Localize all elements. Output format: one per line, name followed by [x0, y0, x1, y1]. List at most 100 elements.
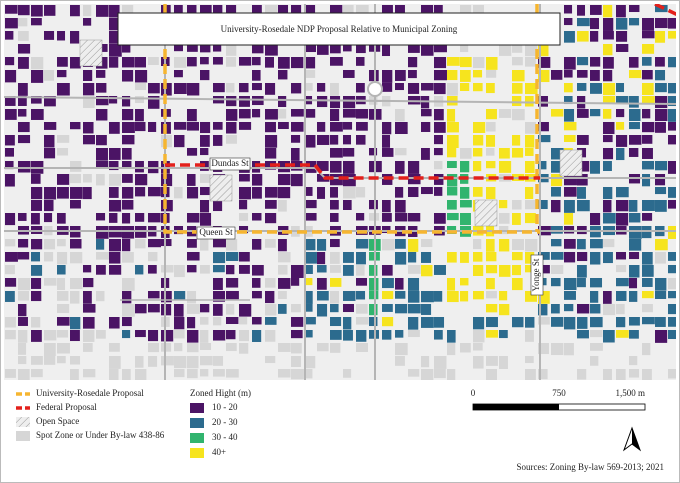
zoning-block — [317, 265, 327, 273]
zoning-block — [330, 187, 339, 198]
zoning-block — [486, 252, 497, 262]
zoning-block — [486, 83, 495, 94]
zoning-block — [356, 304, 368, 314]
zoning-block — [109, 5, 120, 18]
zoning-block — [96, 265, 106, 275]
zoning-block — [447, 122, 459, 133]
zoning-block — [96, 148, 108, 161]
zoning-block — [421, 44, 434, 56]
zoning-block — [18, 304, 27, 317]
zoning-block — [135, 174, 148, 186]
zoning-block — [642, 317, 655, 325]
zoning-block — [356, 252, 366, 265]
zoning-block — [239, 265, 250, 274]
zoning-block — [213, 330, 226, 341]
zoning-block — [278, 109, 287, 119]
zoning-block — [187, 44, 198, 52]
zoning-block — [512, 239, 524, 251]
zoning-block — [629, 122, 640, 130]
zoning-block — [642, 278, 653, 287]
zoning-block — [148, 343, 160, 353]
zoning-block — [434, 317, 445, 328]
zoning-block — [109, 57, 119, 68]
zoning-block — [525, 187, 534, 200]
zoning-block — [551, 200, 561, 213]
zoning-block — [83, 70, 93, 81]
zoning-block — [564, 200, 575, 213]
zoning-block — [473, 317, 485, 330]
zoning-block — [590, 83, 602, 94]
zoning-block — [252, 57, 261, 66]
zoning-block — [57, 252, 68, 265]
zoning-block — [551, 239, 562, 247]
zoning-block — [31, 278, 42, 289]
zoning-block — [434, 148, 443, 156]
zoning-block — [564, 57, 576, 70]
zoning-block — [135, 122, 146, 132]
zoning-block — [174, 122, 187, 130]
scale-label: 0 — [471, 388, 476, 398]
zoning-block — [343, 109, 356, 118]
zoning-block — [226, 369, 239, 378]
zoning-block — [356, 330, 367, 342]
zoning-block — [603, 148, 614, 160]
zoning-block — [278, 278, 291, 289]
zoning-block — [109, 369, 119, 380]
zoning-block — [265, 109, 278, 120]
zoning-block — [382, 317, 394, 327]
zoning-block — [499, 213, 510, 224]
zoning-block — [564, 278, 577, 291]
zoning-block — [486, 317, 498, 328]
zoning-block — [343, 200, 352, 210]
zoning-block — [408, 330, 420, 338]
zoning-block — [304, 291, 313, 304]
zoning-block — [629, 265, 640, 278]
zoning-block — [83, 330, 95, 342]
zoning-block — [96, 96, 109, 106]
zoning-block — [83, 96, 95, 109]
zoning-block — [5, 57, 15, 66]
zoning-block — [434, 356, 447, 369]
zoning-block — [31, 187, 43, 200]
zoning-block — [148, 187, 161, 197]
zoning-block — [174, 83, 187, 95]
zoning-block — [395, 148, 407, 156]
zoning-block — [213, 135, 223, 146]
zoning-block — [512, 96, 522, 107]
zoning-block — [408, 70, 417, 79]
zoning-block — [122, 96, 131, 107]
zoning-block — [603, 252, 613, 264]
zoning-block — [603, 213, 616, 224]
zoning-block — [395, 213, 408, 222]
zoning-block — [187, 174, 196, 186]
zoning-block — [603, 18, 614, 31]
zoning-block — [291, 265, 304, 278]
zoning-block — [330, 304, 339, 313]
zoning-block — [174, 187, 183, 199]
zoning-block — [18, 291, 30, 301]
street-label-box — [196, 226, 236, 240]
zoning-block — [616, 317, 626, 328]
zoning-block — [356, 343, 368, 352]
zoning-block — [343, 330, 353, 341]
zoning-block — [603, 187, 613, 200]
zoning-block — [44, 239, 56, 250]
zoning-block — [564, 31, 575, 43]
legend-label: 40+ — [212, 447, 226, 457]
zoning-block — [369, 291, 379, 300]
street-label: Yonge St — [530, 254, 544, 296]
zoning-block — [421, 109, 432, 117]
zoning-block — [213, 369, 225, 377]
zoning-block — [239, 109, 251, 119]
zoning-block — [525, 369, 536, 380]
zoning-block — [187, 369, 198, 379]
zoning-block — [70, 200, 81, 209]
zoning-block — [447, 135, 459, 148]
zoning-block — [265, 83, 276, 95]
zoning-block — [655, 31, 666, 43]
zoning-block — [343, 135, 352, 145]
zoning-block — [317, 291, 329, 301]
zoning-block — [57, 135, 70, 143]
zoning-block — [5, 161, 14, 170]
zoning-block — [122, 291, 132, 304]
